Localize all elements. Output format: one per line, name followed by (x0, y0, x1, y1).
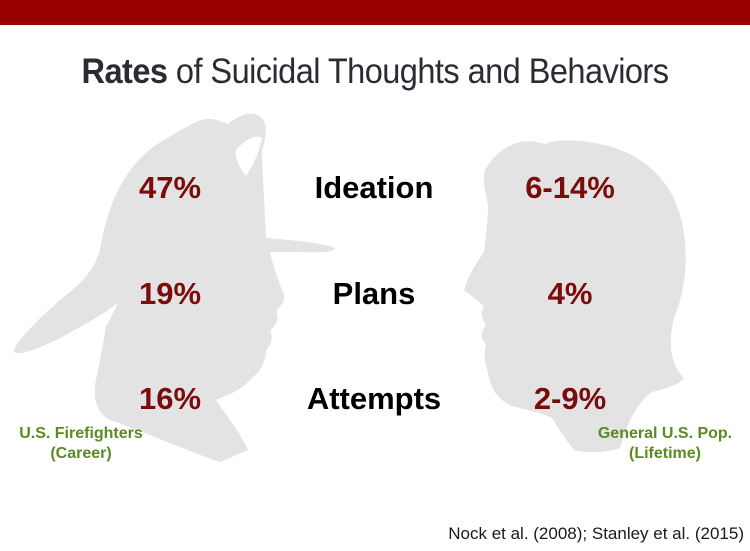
group-label-firefighters: U.S. Firefighters (Career) (6, 424, 156, 464)
row-label-ideation: Ideation (314, 170, 434, 205)
group-label-general-population: General U.S. Pop. (Lifetime) (580, 424, 750, 464)
group-name: General U.S. Pop. (597, 425, 733, 442)
citation: Nock et al. (2008); Stanley et al. (2015… (448, 524, 744, 543)
group-qualifier: (Career) (50, 445, 112, 462)
group-name: U.S. Firefighters (19, 425, 143, 442)
title-text: of Suicidal Thoughts and Behaviors (167, 52, 669, 91)
general-ideation-rate: 6-14% (525, 170, 615, 205)
firefighters-plans-rate: 19% (138, 276, 202, 311)
title-emphasis: Rates (81, 52, 168, 91)
firefighters-ideation-rate: 47% (138, 170, 202, 205)
firefighter-silhouette-icon (13, 113, 336, 463)
person-silhouette-icon (464, 140, 686, 453)
slide-title: Rates of Suicidal Thoughts and Behaviors (26, 52, 724, 92)
top-accent-bar (0, 0, 750, 25)
general-plans-rate: 4% (547, 276, 593, 311)
row-label-plans: Plans (332, 276, 416, 311)
general-attempts-rate: 2-9% (533, 381, 607, 416)
firefighters-attempts-rate: 16% (138, 381, 202, 416)
row-label-attempts: Attempts (306, 381, 442, 416)
group-qualifier: (Lifetime) (629, 445, 701, 462)
